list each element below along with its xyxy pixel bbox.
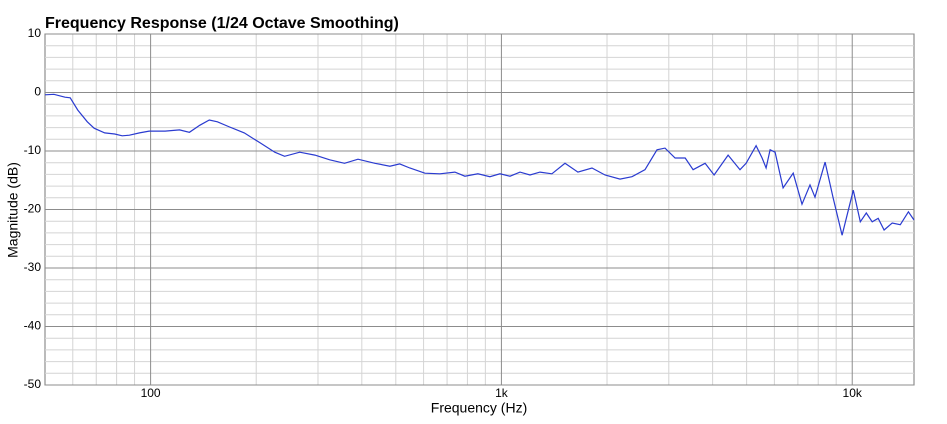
y-tick-label: -10 (24, 143, 42, 157)
chart-title: Frequency Response (1/24 Octave Smoothin… (45, 15, 399, 32)
y-tick-label: -30 (24, 260, 42, 274)
y-axis-label: Magnitude (dB) (5, 162, 21, 258)
y-tick-label: -20 (24, 202, 42, 216)
y-tick-label: 0 (34, 85, 41, 99)
x-axis-label: Frequency (Hz) (431, 400, 527, 416)
y-tick-label: -40 (24, 319, 42, 333)
x-tick-label: 10k (843, 386, 863, 400)
x-tick-label: 1k (495, 386, 509, 400)
x-tick-label: 100 (141, 386, 161, 400)
y-tick-label: 10 (28, 26, 42, 40)
y-tick-label: -50 (24, 377, 42, 391)
data-line (44, 93, 915, 236)
